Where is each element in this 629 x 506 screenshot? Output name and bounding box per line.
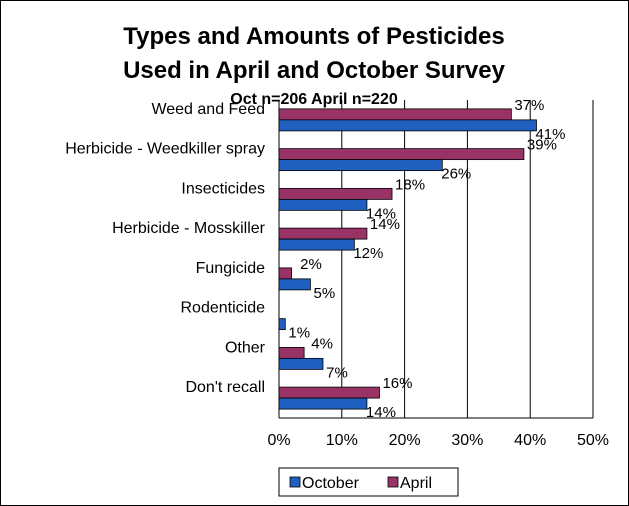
bar-april xyxy=(278,267,292,280)
data-label-october: 1% xyxy=(288,325,310,342)
data-label-october: 7% xyxy=(326,364,348,381)
data-label-april: 14% xyxy=(370,216,400,233)
x-tick-labels: 0% 10% 20% 30% 40% 50% xyxy=(267,432,609,449)
category-label: Other xyxy=(225,339,266,356)
chart-title-line-2: Used in April and October Survey xyxy=(123,57,506,84)
category-label: Don't recall xyxy=(185,379,265,396)
legend-label-october: October xyxy=(302,475,360,492)
data-label-april: 4% xyxy=(311,335,333,352)
category-labels: Weed and Feed Herbicide - Weedkiller spra… xyxy=(65,101,265,396)
data-label-october: 14% xyxy=(366,404,396,421)
legend-label-april: April xyxy=(400,475,432,492)
x-tick-label: 50% xyxy=(577,432,609,449)
category-label: Rodenticide xyxy=(181,300,266,317)
bar-october xyxy=(278,278,311,291)
legend-box xyxy=(278,467,459,497)
category-label: Herbicide - Weedkiller spray xyxy=(65,141,265,158)
x-tick-label: 30% xyxy=(451,432,483,449)
data-label-october: 12% xyxy=(353,245,383,262)
bar-april xyxy=(278,108,512,121)
bar-october xyxy=(278,318,286,331)
data-label-october: 14% xyxy=(366,205,396,222)
data-label-april: 39% xyxy=(527,137,557,154)
category-label: Fungicide xyxy=(196,260,265,277)
category-label: Herbicide - Mosskiller xyxy=(112,220,266,237)
data-labels: 37%41%39%26%18%14%14%12%2%5%1%4%7%16%14% xyxy=(288,97,565,421)
chart-title-line-1: Types and Amounts of Pesticides xyxy=(123,23,504,50)
bar-april xyxy=(278,148,525,161)
data-label-october: 41% xyxy=(535,126,565,143)
data-label-october: 26% xyxy=(441,166,471,183)
x-tick-label: 0% xyxy=(267,432,290,449)
bars-group xyxy=(278,108,537,410)
category-label: Insecticides xyxy=(181,180,265,197)
data-label-april: 2% xyxy=(300,256,322,273)
chart-subtitle: Oct n=206 April n=220 xyxy=(230,91,398,108)
x-tick-label: 10% xyxy=(326,432,358,449)
legend-swatch-october xyxy=(289,476,301,488)
legend-swatch-april xyxy=(387,476,399,488)
bar-april xyxy=(278,386,380,399)
bar-october xyxy=(278,357,324,370)
data-label-april: 37% xyxy=(514,97,544,114)
bar-october xyxy=(278,159,443,172)
data-label-october: 5% xyxy=(314,285,336,302)
bar-october xyxy=(278,198,368,211)
data-label-april: 16% xyxy=(382,375,412,392)
bar-october xyxy=(278,119,537,132)
bar-april xyxy=(278,346,305,359)
bar-october xyxy=(278,238,355,251)
category-label: Weed and Feed xyxy=(151,101,265,118)
bar-april xyxy=(278,187,393,200)
bar-april xyxy=(278,227,368,240)
x-tick-label: 20% xyxy=(389,432,421,449)
bar-october xyxy=(278,397,368,410)
legend: October April xyxy=(278,467,459,497)
x-tick-label: 40% xyxy=(514,432,546,449)
data-label-april: 18% xyxy=(395,176,425,193)
